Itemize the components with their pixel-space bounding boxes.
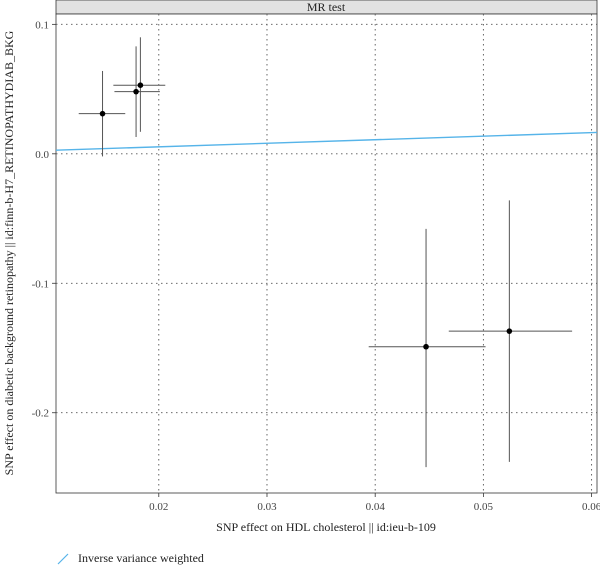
snp-point-group: [448, 200, 573, 462]
title-strip: MR test: [55, 0, 598, 15]
x-tick-label: 0.04: [366, 501, 386, 513]
legend-key-line: [57, 553, 69, 564]
y-tick-label: -0.1: [32, 278, 49, 290]
x-tick-label: 0.05: [474, 501, 494, 513]
snp-point-group: [78, 70, 126, 157]
snp-point: [99, 110, 106, 117]
x-tick-label: 0.06: [582, 501, 600, 513]
snp-point: [423, 343, 429, 350]
x-axis-ticks: 0.02 0.03 0.04 0.05 0.06: [149, 493, 600, 513]
y-axis-label: SNP effect on diabetic background retino…: [2, 30, 16, 475]
snp-point: [137, 82, 144, 89]
legend-key-swatch: [57, 553, 69, 564]
data-points: [78, 37, 573, 468]
x-tick-label: 0.02: [149, 501, 168, 513]
snp-point-group: [114, 46, 160, 137]
chart-title: MR test: [307, 0, 346, 14]
grid-lines: [56, 14, 597, 493]
y-axis-ticks: 0.1 0.0 -0.1 -0.2: [32, 19, 56, 420]
snp-point-group: [113, 37, 166, 132]
plot-panel: [55, 13, 598, 494]
y-tick-label: -0.2: [32, 408, 49, 420]
legend: Inverse variance weighted: [56, 551, 204, 566]
y-tick-label: 0.1: [35, 19, 49, 31]
legend-key-ivw: [56, 552, 70, 566]
x-tick-label: 0.03: [257, 501, 277, 513]
snp-point: [506, 328, 513, 334]
ivw-fit-line: [55, 131, 598, 151]
snp-point: [133, 88, 139, 95]
x-axis-label: SNP effect on HDL cholesterol || id:ieu-…: [216, 520, 436, 534]
snp-point-group: [368, 228, 486, 468]
legend-label-ivw: Inverse variance weighted: [78, 551, 204, 565]
y-tick-label: 0.0: [35, 149, 49, 161]
fit-line-group: [55, 131, 598, 151]
